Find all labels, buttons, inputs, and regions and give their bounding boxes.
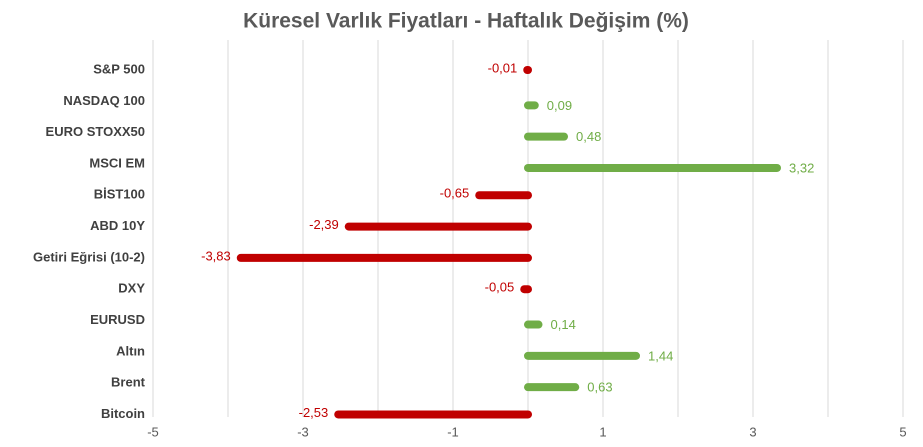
y-tick-label: MSCI EM — [89, 155, 145, 170]
y-tick-label: S&P 500 — [93, 61, 145, 76]
x-tick-label: -1 — [447, 424, 459, 439]
data-label: 3,32 — [789, 160, 814, 175]
data-label: -0,65 — [440, 186, 470, 201]
data-label: -0,05 — [485, 280, 515, 295]
x-tick-label: 3 — [749, 424, 756, 439]
data-label: -2,39 — [309, 217, 339, 232]
data-label: -3,83 — [201, 248, 231, 263]
x-tick-label: -5 — [147, 424, 159, 439]
y-tick-label: DXY — [118, 281, 145, 296]
y-tick-label: BİST100 — [94, 187, 145, 202]
y-tick-label: ABD 10Y — [90, 218, 145, 233]
data-label: 0,09 — [547, 98, 572, 113]
y-tick-label: Brent — [111, 375, 146, 390]
y-tick-label: Getiri Eğrisi (10-2) — [33, 249, 145, 264]
y-tick-label: Altın — [116, 343, 145, 358]
data-label: -2,53 — [299, 405, 329, 420]
x-tick-label: 5 — [899, 424, 906, 439]
x-tick-label: -3 — [297, 424, 309, 439]
data-label: 1,44 — [648, 348, 673, 363]
data-label: 0,63 — [587, 380, 612, 395]
y-tick-label: EURUSD — [90, 312, 145, 327]
data-label: -0,01 — [488, 60, 518, 75]
data-label: 0,48 — [576, 129, 601, 144]
x-tick-label: 1 — [599, 424, 606, 439]
y-tick-label: EURO STOXX50 — [46, 124, 145, 139]
y-tick-label: Bitcoin — [101, 406, 145, 421]
chart-title: Küresel Varlık Fiyatları - Haftalık Deği… — [243, 10, 689, 33]
data-label: 0,14 — [551, 317, 576, 332]
y-tick-label: NASDAQ 100 — [63, 93, 145, 108]
